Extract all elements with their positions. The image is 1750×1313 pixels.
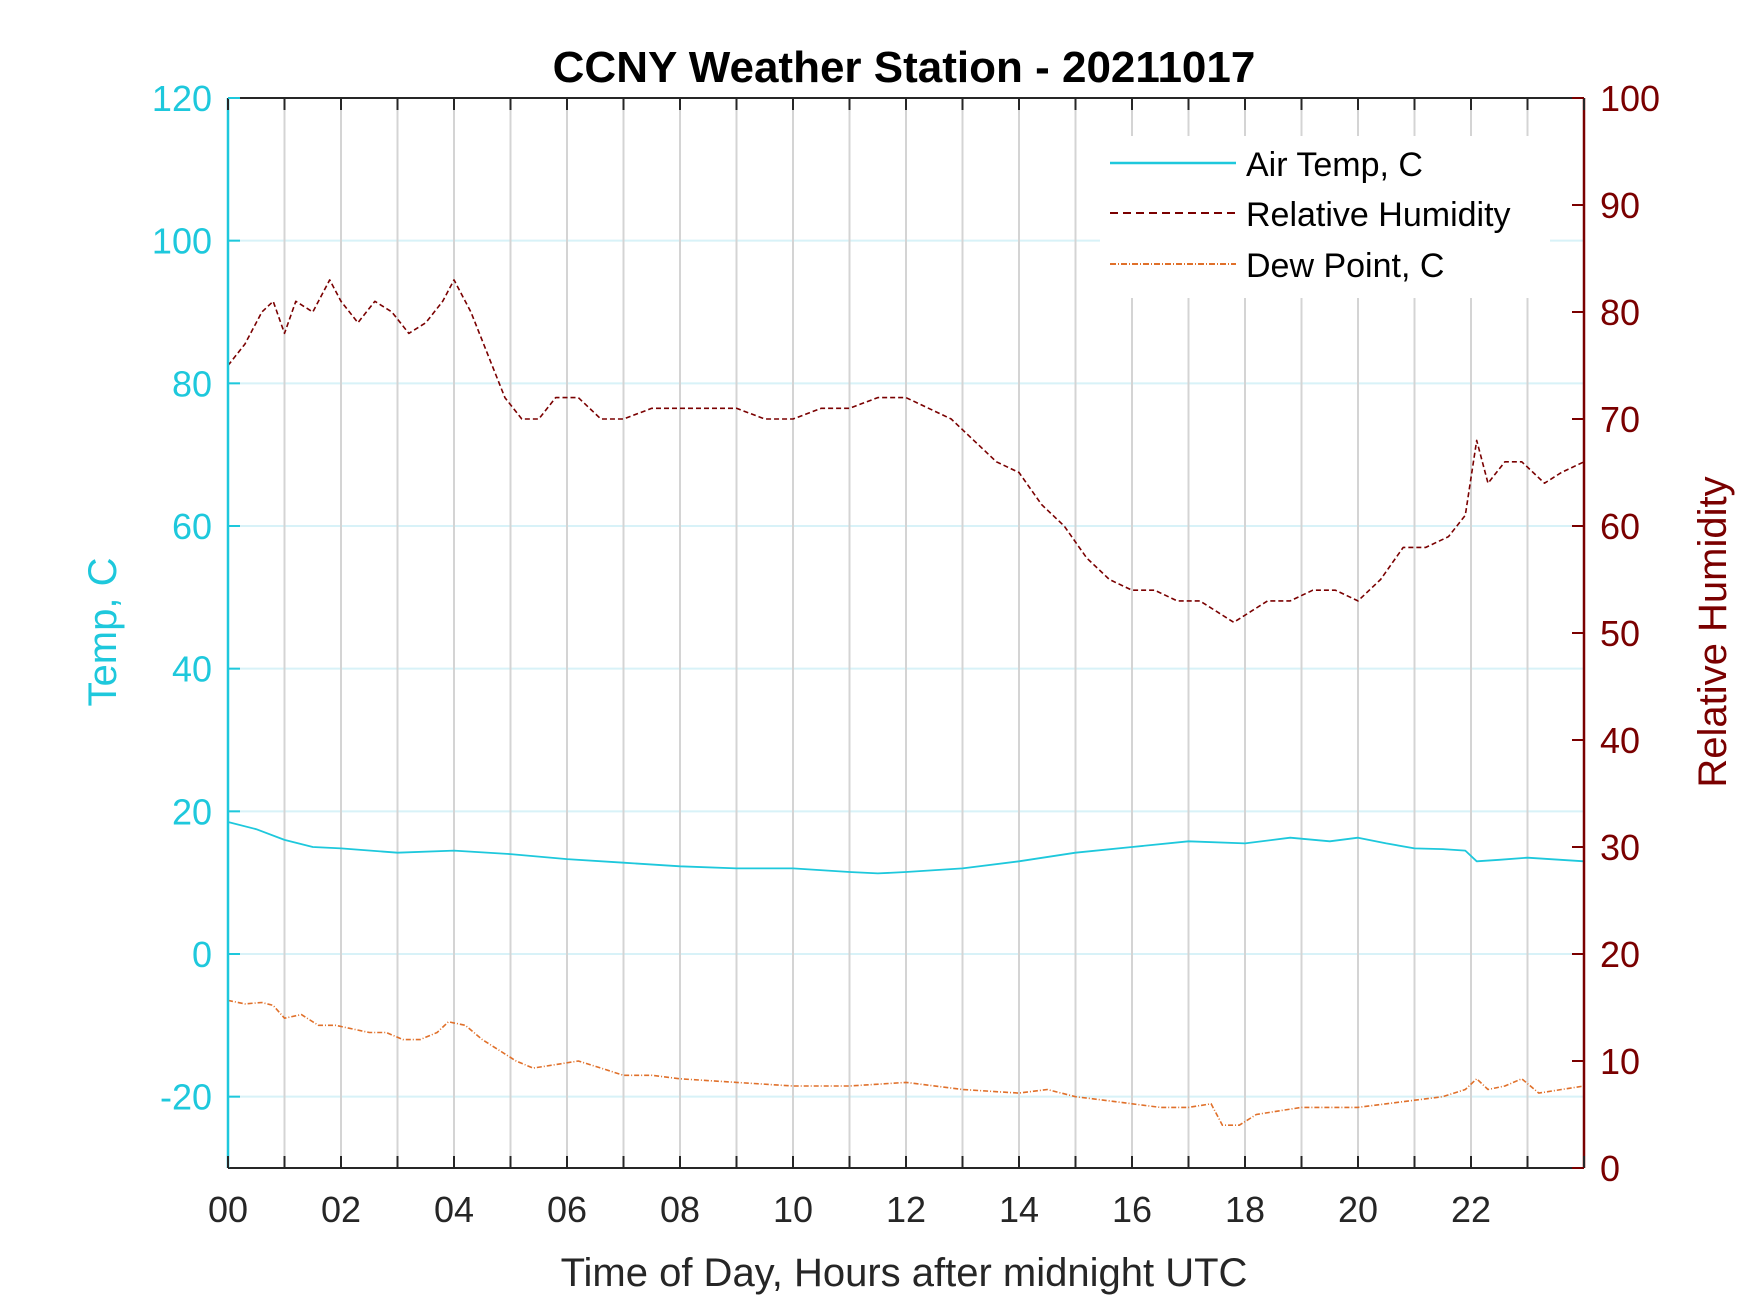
y-right-tick-label: 70 bbox=[1600, 399, 1640, 440]
y-left-tick-label: 80 bbox=[172, 363, 212, 404]
y-right-tick-label: 80 bbox=[1600, 292, 1640, 333]
series-line-relative-humidity bbox=[227, 279, 1585, 624]
chart-title: CCNY Weather Station - 20211017 bbox=[553, 43, 1256, 92]
y-left-tick-label: -20 bbox=[160, 1077, 212, 1118]
y-left-tick-label: 100 bbox=[152, 221, 212, 262]
y-left-tick-label: 40 bbox=[172, 649, 212, 690]
x-tick-label: 06 bbox=[547, 1189, 587, 1230]
y-right-tick-label: 50 bbox=[1600, 613, 1640, 654]
y-right-tick-label: 40 bbox=[1600, 720, 1640, 761]
y-right-tick-label: 90 bbox=[1600, 185, 1640, 226]
grid bbox=[228, 97, 1584, 1168]
x-tick-label: 04 bbox=[434, 1189, 474, 1230]
tick-labels: 00 02 04 06 08 10 12 14 16 18 20 22-200204060801001… bbox=[152, 78, 1660, 1230]
legend-label-air-temp: Air Temp, C bbox=[1246, 146, 1423, 184]
y-right-tick-label: 20 bbox=[1600, 934, 1640, 975]
y-axis-label-right: Relative Humidity bbox=[1691, 476, 1735, 787]
x-tick-label: 14 bbox=[999, 1189, 1039, 1230]
x-tick-label: 10 bbox=[773, 1189, 813, 1230]
x-tick-label: 12 bbox=[886, 1189, 926, 1230]
y-right-tick-label: 0 bbox=[1600, 1148, 1620, 1189]
legend-label-relative-humidity: Relative Humidity bbox=[1246, 196, 1511, 234]
y-right-tick-label: 60 bbox=[1600, 506, 1640, 547]
x-tick-label: 18 bbox=[1225, 1189, 1265, 1230]
y-left-tick-label: 0 bbox=[192, 934, 212, 975]
y-left-tick-label: 60 bbox=[172, 506, 212, 547]
series-line-air-temp-c bbox=[227, 821, 1585, 875]
y-left-tick-label: 20 bbox=[172, 791, 212, 832]
x-tick-label: 02 bbox=[321, 1189, 361, 1230]
x-tick-label: 16 bbox=[1112, 1189, 1152, 1230]
axes bbox=[226, 97, 1586, 1169]
legend-label-dew-point: Dew Point, C bbox=[1246, 247, 1444, 285]
x-tick-label: 00 bbox=[208, 1189, 248, 1230]
series-line-dew-point-c bbox=[227, 999, 1585, 1126]
y-right-tick-label: 10 bbox=[1600, 1041, 1640, 1082]
x-tick-label: 08 bbox=[660, 1189, 700, 1230]
x-axis-label: Time of Day, Hours after midnight UTC bbox=[561, 1251, 1248, 1295]
y-right-tick-label: 100 bbox=[1600, 78, 1660, 119]
x-tick-label: 22 bbox=[1451, 1189, 1491, 1230]
y-right-tick-label: 30 bbox=[1600, 827, 1640, 868]
y-left-tick-label: 120 bbox=[152, 78, 212, 119]
series-lines bbox=[227, 279, 1585, 1126]
legend: Air Temp, C Relative Humidity Dew Point,… bbox=[1100, 136, 1550, 298]
y-axis-label-left: Temp, C bbox=[81, 558, 125, 707]
x-tick-label: 20 bbox=[1338, 1189, 1378, 1230]
